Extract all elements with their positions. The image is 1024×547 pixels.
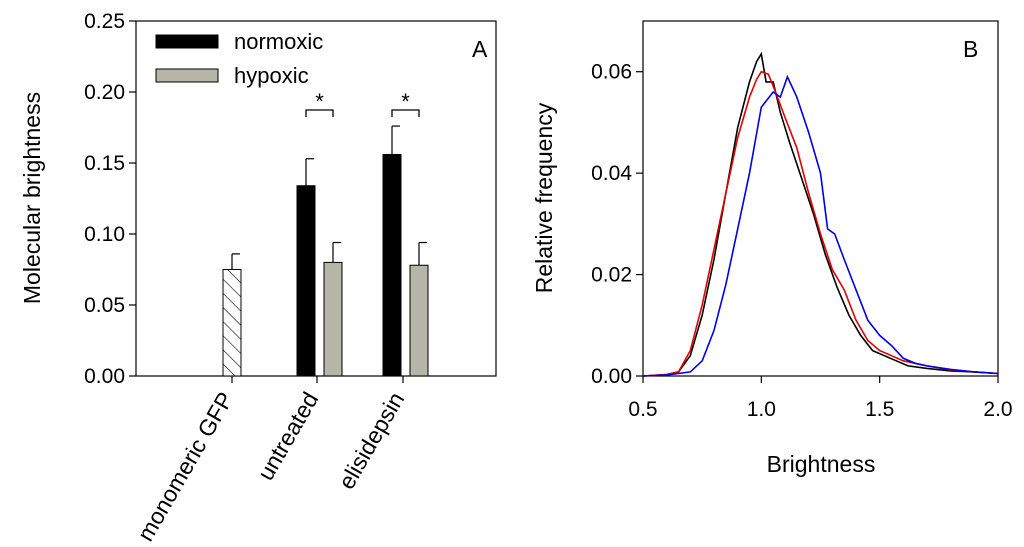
panel-a-significance: * * — [305, 89, 420, 117]
bar-normoxic — [382, 153, 402, 377]
panel-a-bars — [222, 125, 429, 377]
category-label: untreated — [252, 388, 323, 485]
panel-b: B Relative frequency Brightness 0.00 0.02… — [531, 20, 1013, 477]
panel-b-label: B — [963, 36, 978, 62]
y-tick-label: 0.20 — [84, 81, 125, 104]
panel-a-ylabel: Molecular brightness — [19, 92, 45, 304]
series-line-black — [642, 51, 999, 377]
x-tick-label: 1.0 — [747, 398, 776, 421]
bar-hypoxic — [409, 264, 429, 377]
y-tick-label: 0.00 — [591, 365, 632, 388]
y-tick-label: 0.15 — [84, 152, 125, 175]
y-tick-label: 0.02 — [591, 264, 632, 287]
panel-a-y-axis: 0.00 0.05 0.10 0.15 0.20 0.25 — [84, 10, 136, 388]
panel-b-xlabel: Brightness — [767, 451, 876, 477]
x-tick-label: 0.5 — [628, 398, 657, 421]
panel-b-ylabel: Relative frequency — [531, 102, 557, 293]
x-tick-label: 2.0 — [983, 398, 1012, 421]
bar-normoxic — [296, 185, 316, 377]
panel-a: A Molecular brightness 0.000.050.100.150… — [19, 10, 497, 546]
panel-b-x-axis: 0.5 1.0 1.5 2.0 — [628, 376, 1013, 421]
legend-swatch — [155, 34, 219, 49]
y-tick-label: 0.04 — [591, 162, 632, 185]
y-tick-label: 0.05 — [84, 294, 125, 317]
y-tick-label: 0.25 — [84, 10, 125, 33]
significance-marker: * — [315, 89, 324, 114]
y-tick-label: 0.06 — [591, 61, 632, 84]
panel-a-legend: normoxic hypoxic — [155, 29, 323, 88]
panel-b-y-axis: 0.00 0.02 0.04 0.06 — [591, 61, 643, 388]
bar-hypoxic — [323, 261, 343, 377]
legend-swatch — [155, 68, 219, 83]
significance-bracket — [391, 109, 420, 117]
series-line-red — [642, 70, 999, 377]
y-tick-label: 0.10 — [84, 223, 125, 246]
panel-a-frame — [135, 20, 497, 377]
panel-a-label: A — [472, 36, 488, 62]
series-line-blue — [642, 74, 999, 377]
x-tick-label: 1.5 — [865, 398, 894, 421]
significance-marker: * — [401, 89, 410, 114]
legend-label: normoxic — [234, 29, 323, 54]
category-label: elisidepsin — [333, 388, 409, 494]
y-tick-label: 0.00 — [84, 365, 125, 388]
bar-monomeric-GFP — [222, 269, 242, 377]
legend-label: hypoxic — [234, 63, 309, 88]
panel-b-frame — [642, 20, 999, 377]
panel-b-lines — [642, 51, 999, 377]
category-label: monomeric GFP — [132, 388, 238, 546]
panel-a-x-axis: monomeric GFP untreated elisidepsin — [132, 376, 409, 546]
significance-bracket — [305, 109, 334, 117]
